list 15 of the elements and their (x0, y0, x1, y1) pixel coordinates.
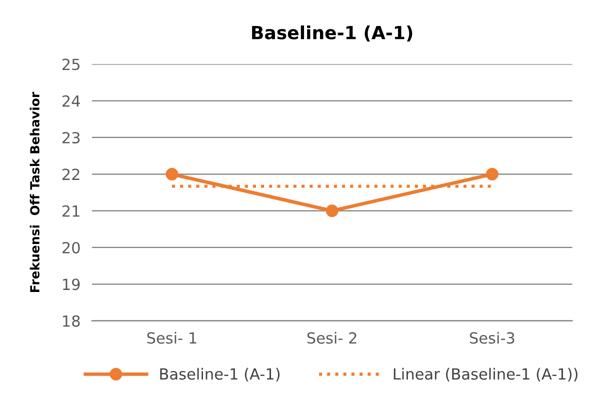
x-tick-label: Sesi- 2 (307, 332, 356, 344)
legend-label: Linear (Baseline-1 (A-1)) (394, 368, 578, 382)
y-tick-label: 24 (62, 95, 80, 107)
y-tick-label: 18 (63, 315, 80, 327)
y-tick-label: 23 (62, 132, 80, 144)
y-tick-label: 19 (63, 278, 80, 290)
y-axis-title: Frekuensi Off Task Behavior (30, 92, 40, 292)
chart-title: Baseline-1 (A-1) (252, 25, 412, 42)
y-tick-label: 25 (62, 58, 80, 70)
y-tick-label: 20 (62, 242, 80, 254)
x-tick-label: Sesi- 1 (147, 332, 196, 344)
legend-label: Baseline-1 (A-1) (160, 368, 280, 382)
y-tick-label: 21 (62, 205, 80, 217)
y-tick-label: 22 (62, 168, 80, 180)
x-tick-label: Sesi-3 (470, 332, 514, 344)
